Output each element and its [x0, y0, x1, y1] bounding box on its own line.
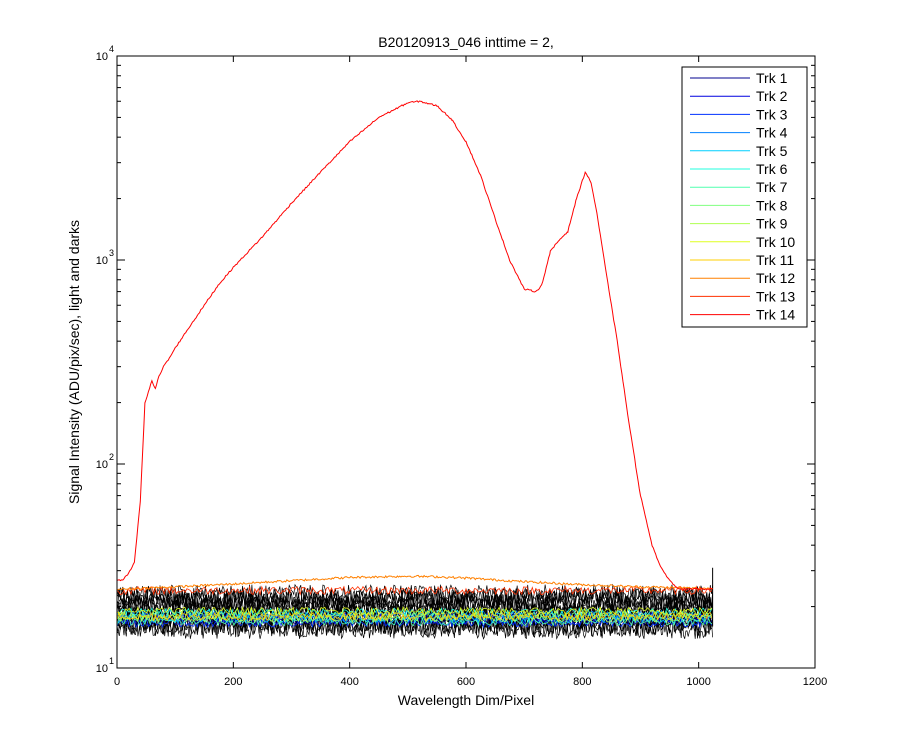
legend-label: Trk 14 [756, 307, 795, 323]
y-tick-exponent: 4 [109, 44, 114, 54]
y-tick-exponent: 2 [109, 452, 114, 462]
x-tick-label: 0 [114, 676, 120, 688]
y-tick-label: 10 [96, 51, 108, 63]
y-tick-exponent: 3 [109, 248, 114, 258]
dark-traces [116, 559, 714, 640]
y-axis-label: Signal Intensity (ADU/pix/sec), light an… [66, 220, 82, 504]
x-tick-label: 1200 [803, 676, 827, 688]
legend: Trk 1 Trk 2 Trk 3 Trk 4 Trk 5 Trk 6 Trk 7 Trk 8… [681, 66, 808, 328]
series-line-trk-10 [116, 606, 713, 617]
light-traces [116, 100, 713, 591]
legend-label: Trk 11 [756, 252, 794, 268]
series-line-trk-11 [116, 611, 713, 623]
series-line-trk-13 [116, 585, 713, 596]
legend-label: Trk 13 [756, 288, 795, 304]
legend-label: Trk 2 [756, 88, 788, 104]
x-tick-labels: 0 200 400 600 800 1000 1200 [114, 676, 827, 688]
x-tick-label: 600 [457, 676, 475, 688]
x-axis-label: Wavelength Dim/Pixel [398, 692, 534, 708]
legend-label: Trk 1 [756, 70, 788, 86]
x-tick-label: 800 [573, 676, 591, 688]
legend-label: Trk 4 [756, 125, 788, 141]
y-tick-label: 10 [96, 663, 108, 675]
dark-frame-trace [116, 588, 713, 610]
dark-frame-trace [116, 587, 713, 609]
y-tick-label: 10 [96, 459, 108, 471]
legend-label: Trk 10 [756, 234, 795, 250]
legend-label: Trk 9 [756, 216, 788, 232]
legend-label: Trk 6 [756, 161, 788, 177]
legend-label: Trk 8 [756, 197, 788, 213]
x-tick-label: 1000 [686, 676, 710, 688]
legend-label: Trk 7 [756, 179, 788, 195]
chart-title: B20120913_046 inttime = 2, [378, 34, 554, 50]
legend-box [681, 66, 808, 328]
y-tick-exponent: 1 [109, 656, 114, 666]
legend-label: Trk 3 [756, 106, 788, 122]
legend-label: Trk 12 [756, 270, 795, 286]
legend-label: Trk 5 [756, 143, 788, 159]
series-line-trk-14 [116, 100, 713, 591]
y-tick-label: 10 [96, 255, 108, 267]
series-line-trk-7 [116, 616, 713, 627]
x-tick-label: 200 [224, 676, 242, 688]
series-line-trk-12 [116, 574, 713, 591]
axis-ticks [116, 55, 816, 669]
x-tick-label: 400 [340, 676, 358, 688]
dark-frame-trace [116, 596, 713, 618]
